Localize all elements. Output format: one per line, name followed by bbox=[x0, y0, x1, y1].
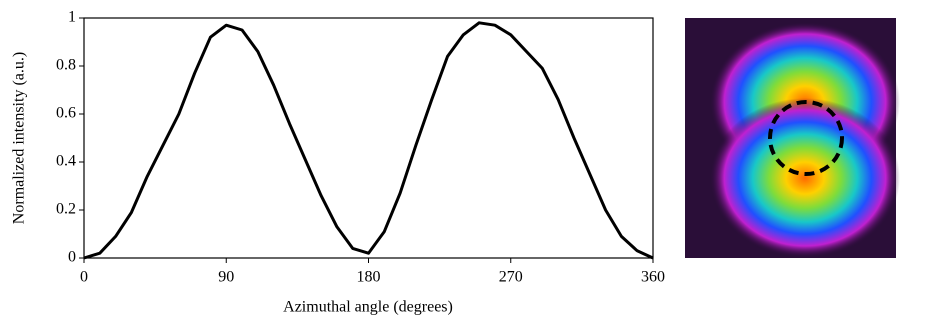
data-line bbox=[84, 23, 653, 258]
x-tick-label: 270 bbox=[499, 269, 523, 286]
y-tick-label: 0.8 bbox=[56, 57, 76, 74]
x-axis-title: Azimuthal angle (degrees) bbox=[283, 299, 453, 316]
x-tick-label: 90 bbox=[218, 269, 234, 286]
figure: Normalized intensity (a.u.) Azimuthal an… bbox=[0, 0, 925, 320]
y-tick-label: 1 bbox=[68, 9, 76, 26]
y-tick-label: 0 bbox=[68, 249, 76, 266]
y-tick-label: 0.2 bbox=[56, 201, 76, 218]
plot-frame bbox=[84, 18, 653, 258]
y-axis-title: Normalized intensity (a.u.) bbox=[11, 52, 28, 224]
beam-image bbox=[685, 18, 900, 258]
y-tick-label: 0.6 bbox=[56, 105, 76, 122]
x-tick-label: 360 bbox=[641, 269, 665, 286]
x-tick-label: 0 bbox=[80, 269, 88, 286]
x-tick-label: 180 bbox=[357, 269, 381, 286]
y-tick-label: 0.4 bbox=[56, 153, 76, 170]
